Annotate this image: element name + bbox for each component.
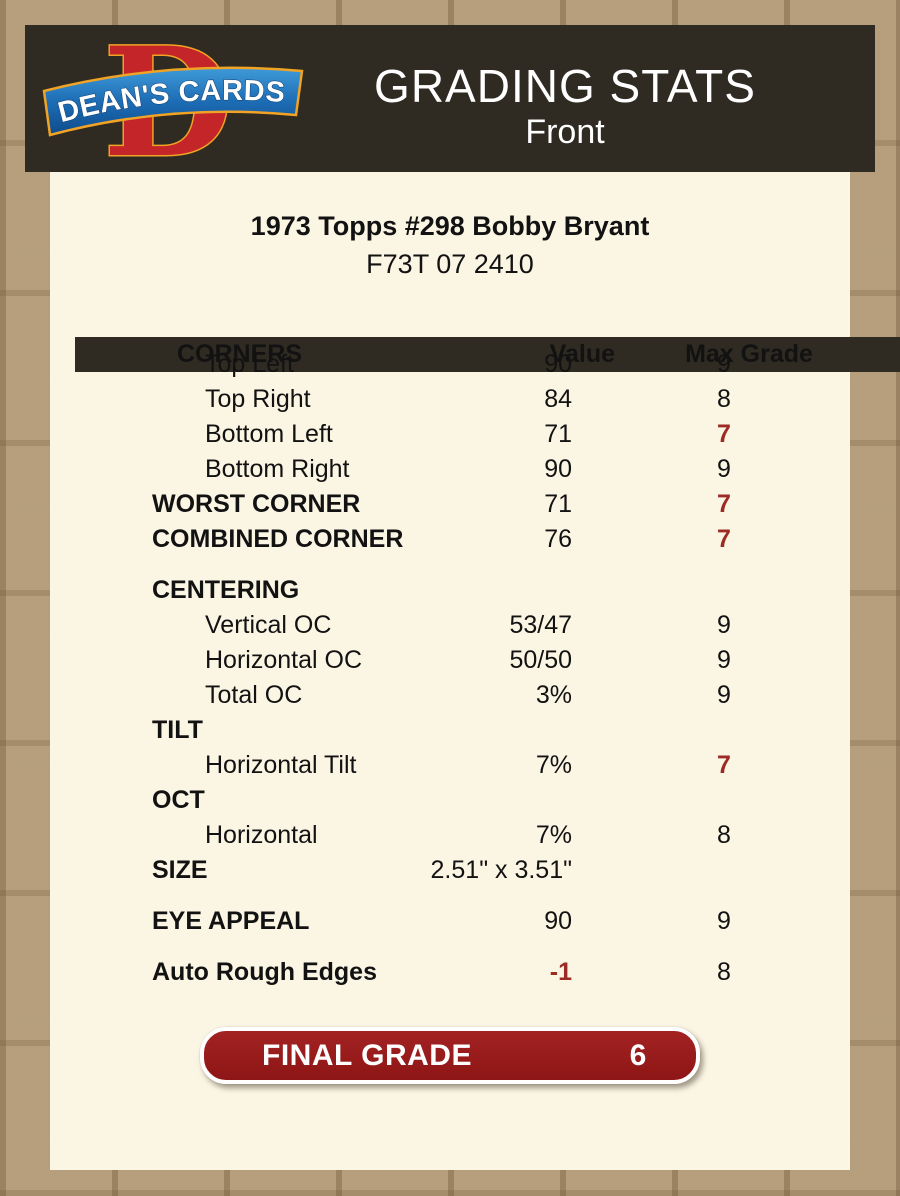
table-row: Horizontal OC 50/50 9: [50, 643, 850, 678]
stats-panel: 1973 Topps #298 Bobby Bryant F73T 07 241…: [50, 172, 900, 1170]
deans-cards-logo-icon: D DEAN'S CARDS: [42, 35, 304, 165]
row-label: TILT: [152, 716, 203, 744]
table-row: Vertical OC 53/47 9: [50, 608, 850, 643]
table-row: Bottom Left 71 7: [50, 417, 850, 452]
row-value: 90: [544, 907, 572, 935]
row-value: 7%: [535, 821, 572, 849]
header-titles: GRADING STATS Front: [255, 25, 875, 172]
row-label: OCT: [152, 786, 205, 814]
row-max-grade: 9: [717, 455, 731, 483]
table-row: Top Left 90 9: [50, 347, 850, 382]
row-label: Horizontal Tilt: [205, 751, 357, 779]
row-label: Bottom Left: [205, 420, 333, 448]
table-row: CENTERING: [50, 573, 850, 608]
table-row: Top Right 84 8: [50, 382, 850, 417]
table-row: CORNERS Value Max Grade: [75, 337, 900, 372]
header-banner: D DEAN'S CARDS GRADING STATS Front: [25, 25, 875, 172]
row-value: 3%: [535, 681, 572, 709]
table-row: Total OC 3% 9: [50, 678, 850, 713]
table-row: Horizontal 7% 8: [50, 818, 850, 853]
row-label: WORST CORNER: [152, 490, 361, 518]
row-max-grade: 9: [717, 907, 731, 935]
page-subtitle: Front: [525, 113, 605, 151]
card-code: F73T 07 2410: [366, 249, 534, 279]
row-max-grade: 8: [717, 385, 731, 413]
logo-ribbon: [42, 66, 304, 137]
table-row: WORST CORNER 71 7: [50, 487, 850, 522]
row-value: 84: [544, 385, 572, 413]
row-max-grade: 7: [717, 751, 731, 779]
row-max-grade: 8: [717, 821, 731, 849]
final-grade-value: 6: [629, 1039, 647, 1072]
final-grade-label: FINAL GRADE: [262, 1039, 472, 1072]
row-max-grade: 9: [717, 611, 731, 639]
row-label: EYE APPEAL: [152, 907, 310, 935]
row-value: 90: [544, 350, 572, 378]
row-value: -1: [549, 958, 572, 986]
row-label: Top Right: [205, 385, 311, 413]
row-label: Vertical OC: [205, 611, 332, 639]
row-value: 90: [544, 455, 572, 483]
row-label: COMBINED CORNER: [152, 525, 404, 553]
row-label: Total OC: [205, 681, 303, 709]
table-row: Bottom Right 90 9: [50, 452, 850, 487]
card-title: 1973 Topps #298 Bobby Bryant: [250, 211, 650, 241]
row-max-grade: 9: [717, 681, 731, 709]
table-row: Horizontal Tilt 7% 7: [50, 748, 850, 783]
row-label: Auto Rough Edges: [152, 958, 377, 986]
row-max-grade: Max Grade: [685, 340, 813, 368]
row-max-grade: 7: [717, 420, 731, 448]
row-label: SIZE: [152, 856, 208, 884]
grading-table: CORNERS Value Max Grade Top Left 90 9 To…: [50, 312, 900, 990]
table-row: Auto Rough Edges -1 8: [50, 955, 850, 990]
row-value: 7%: [535, 751, 572, 779]
row-value: 53/47: [509, 611, 572, 639]
row-label: Top Left: [205, 350, 294, 378]
row-label: CORNERS: [177, 340, 303, 368]
table-row: SIZE 2.51" x 3.51": [50, 853, 850, 888]
row-value: 71: [544, 490, 572, 518]
table-row: COMBINED CORNER 76 7: [50, 522, 850, 557]
row-label: CENTERING: [152, 576, 300, 604]
table-row: OCT: [50, 783, 850, 818]
row-max-grade: 9: [717, 646, 731, 674]
table-row: TILT: [50, 713, 850, 748]
row-max-grade: 8: [717, 958, 731, 986]
row-value: 71: [544, 420, 572, 448]
row-label: Horizontal: [205, 821, 318, 849]
row-label: Bottom Right: [205, 455, 350, 483]
page-title: GRADING STATS: [374, 60, 756, 112]
row-max-grade: 7: [717, 525, 731, 553]
row-max-grade: 9: [717, 350, 731, 378]
row-label: Horizontal OC: [205, 646, 362, 674]
row-max-grade: 7: [717, 490, 731, 518]
final-grade-button: FINAL GRADE 6: [200, 1027, 700, 1084]
table-row: EYE APPEAL 90 9: [50, 904, 850, 939]
row-value: 50/50: [509, 646, 572, 674]
row-value: Value: [549, 340, 615, 368]
row-value: 76: [544, 525, 572, 553]
row-value: 2.51" x 3.51": [430, 856, 572, 884]
